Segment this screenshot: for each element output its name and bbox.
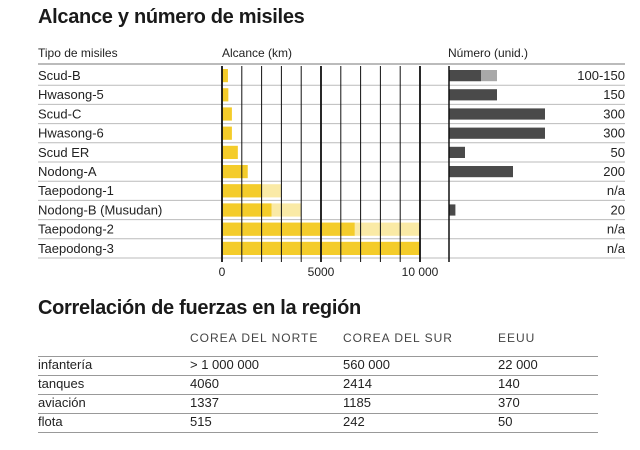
missile-label: Taepodong-2	[38, 222, 114, 237]
forces-cell: 140	[498, 376, 520, 391]
count-label: 20	[611, 202, 625, 217]
count-label: n/a	[607, 222, 626, 237]
missile-label: Scud-B	[38, 68, 81, 83]
forces-cell: 2414	[343, 376, 372, 391]
count-label: 100-150	[577, 68, 625, 83]
count-bar	[449, 166, 513, 178]
forces-row-label: infantería	[38, 357, 93, 372]
range-bar	[222, 126, 232, 140]
missile-type-header: Tipo de misiles	[38, 46, 118, 60]
range-bar	[222, 88, 229, 102]
count-label: 200	[603, 164, 625, 179]
forces-cell: 4060	[190, 376, 219, 391]
count-label: 50	[611, 145, 625, 160]
range-header: Alcance (km)	[222, 46, 293, 60]
range-bar	[222, 69, 228, 83]
missile-label: Hwasong-6	[38, 126, 104, 141]
missile-label: Taepodong-1	[38, 183, 114, 198]
forces-row-divider	[38, 432, 598, 433]
count-bar	[449, 127, 545, 139]
forces-column-header: COREA DEL NORTE	[190, 331, 319, 345]
range-bar	[222, 107, 232, 121]
missile-label: Hwasong-5	[38, 87, 104, 102]
range-tick-label: 10 000	[402, 265, 439, 279]
forces-cell: > 1 000 000	[190, 357, 260, 372]
forces-row-divider	[38, 413, 598, 414]
forces-row-label: aviación	[38, 395, 86, 410]
range-tick-label: 5000	[308, 265, 335, 279]
count-bar	[449, 146, 465, 158]
forces-cell: 242	[343, 414, 365, 429]
range-bar	[222, 145, 238, 159]
forces-row-divider	[38, 375, 598, 376]
count-bar	[449, 89, 497, 101]
count-bar	[449, 204, 456, 216]
count-label: 300	[603, 126, 625, 141]
missile-label: Nodong-B (Musudan)	[38, 202, 162, 217]
forces-cell: 1185	[343, 395, 371, 410]
forces-cell: 515	[190, 414, 212, 429]
forces-row-label: tanques	[38, 376, 85, 391]
forces-column-header: COREA DEL SUR	[343, 331, 453, 345]
missile-label: Nodong-A	[38, 164, 97, 179]
forces-title: Correlación de fuerzas en la región	[38, 297, 361, 319]
count-label: n/a	[607, 183, 626, 198]
count-label: 150	[603, 87, 625, 102]
count-label: 300	[603, 106, 625, 121]
missiles-chart: Scud-B 100-150 Hwasong-5 150 Scud-C 300 Hwason…	[38, 63, 626, 279]
forces-row-divider	[38, 356, 598, 357]
count-bar	[449, 70, 481, 82]
forces-cell: 370	[498, 395, 520, 410]
forces-cell: 560 000	[343, 357, 390, 372]
missiles-title: Alcance y número de misiles	[38, 6, 305, 28]
number-header: Número (unid.)	[448, 46, 529, 60]
missile-label: Scud-C	[38, 106, 81, 121]
count-bar	[449, 108, 545, 120]
forces-cell: 50	[498, 414, 513, 429]
range-tick-label: 0	[219, 265, 226, 279]
forces-row-label: flota	[38, 414, 63, 429]
forces-cell: 22 000	[498, 357, 538, 372]
missile-label: Scud ER	[38, 145, 89, 160]
missile-label: Taepodong-3	[38, 241, 114, 256]
range-bar	[222, 203, 272, 217]
count-label: n/a	[607, 241, 626, 256]
forces-column-header: EEUU	[498, 331, 536, 345]
forces-cell: 1337	[190, 395, 219, 410]
range-bar	[222, 165, 248, 179]
forces-row-divider	[38, 394, 598, 395]
